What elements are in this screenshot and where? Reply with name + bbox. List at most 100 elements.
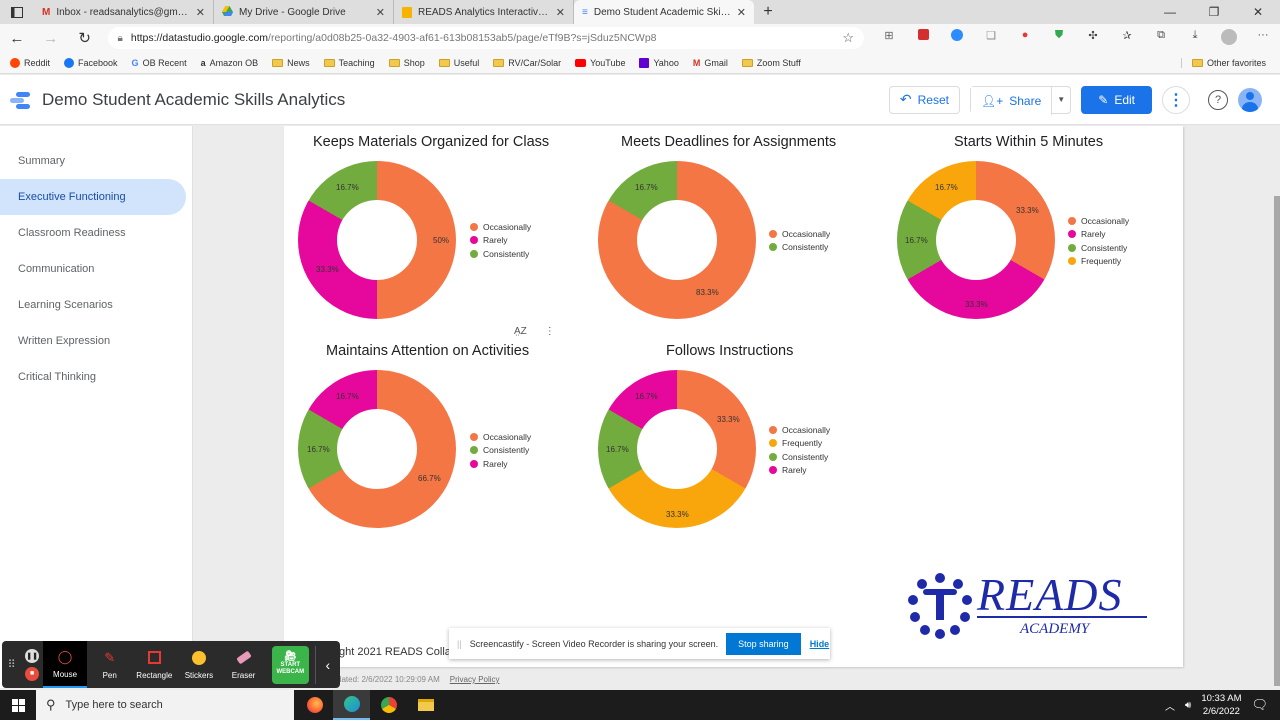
add-favorite-icon[interactable]: ☆ [842, 30, 855, 45]
bookmark-gmail[interactable]: M Gmail [692, 57, 728, 68]
close-icon[interactable]: ✕ [736, 6, 746, 19]
bookmark-zoom-stuff[interactable]: Zoom Stuff [741, 58, 801, 68]
firefox-app[interactable] [296, 690, 333, 720]
bookmark-rv-car-solar[interactable]: RV/Car/Solar [493, 58, 561, 68]
collapse-toolbar-button[interactable]: ‹ [314, 645, 340, 684]
chart-legend: Occasionally Frequently Consistently Rar… [769, 423, 830, 477]
bookmark-shop[interactable]: Shop [388, 58, 425, 68]
tool-rectangle[interactable]: Rectangle [132, 641, 177, 688]
reset-button[interactable]: ↶ Reset [888, 85, 960, 114]
avatar[interactable] [1238, 87, 1262, 112]
bookmark-reddit[interactable]: Reddit [10, 57, 50, 68]
apps-icon[interactable]: ⊞ [884, 29, 894, 42]
notifications-icon[interactable]: 🗨︎ [1251, 697, 1268, 712]
page-scrollbar[interactable] [1274, 196, 1280, 686]
tool-stickers[interactable]: Stickers [177, 641, 222, 688]
minimize-button[interactable]: — [1164, 5, 1176, 19]
windows-icon [11, 698, 25, 712]
extension-red-icon[interactable] [906, 28, 940, 48]
start-button[interactable] [0, 690, 36, 720]
sort-az-icon[interactable]: A̤Z [514, 326, 527, 337]
privacy-policy-link[interactable]: Privacy Policy [449, 675, 500, 684]
bookmark-news[interactable]: News [272, 58, 310, 68]
tool-eraser[interactable]: Eraser [221, 641, 266, 688]
bookmark-facebook[interactable]: Facebook [64, 57, 118, 68]
chart-legend: Occasionally Rarely Consistently [470, 220, 531, 261]
close-icon[interactable]: ✕ [555, 6, 565, 19]
extensions-icon[interactable]: ✣ [1088, 29, 1098, 42]
drag-handle-icon[interactable]: ⠿ [7, 659, 16, 671]
more-options-button[interactable]: ⋮ [1162, 85, 1190, 114]
share-button[interactable]: 👤︎+ Share [970, 86, 1053, 115]
tool-pen[interactable]: ✎ Pen [102, 649, 117, 680]
donut-chart[interactable] [897, 161, 1055, 319]
edit-button[interactable]: ✎ Edit [1081, 85, 1152, 114]
tool-mouse[interactable]: ◯ Mouse [42, 641, 88, 688]
start-webcam-button[interactable]: 🎥︎ START WEBCAM [271, 645, 309, 684]
amazon-icon: a [200, 57, 206, 68]
nav-learning-scenarios[interactable]: Learning Scenarios [18, 299, 113, 311]
show-hidden-icons[interactable]: ︿ [1165, 701, 1176, 713]
screencastify-extension-icon[interactable]: ● [1021, 28, 1029, 41]
favorites-icon[interactable]: ✰ [1122, 29, 1132, 42]
bookmark-youtube[interactable]: YouTube [575, 58, 625, 68]
donut-chart[interactable] [598, 370, 756, 528]
slides-icon [402, 6, 412, 18]
stop-sharing-button[interactable]: Stop sharing [726, 632, 801, 655]
nav-critical-thinking[interactable]: Critical Thinking [18, 371, 97, 383]
zoom-extension-icon[interactable] [940, 28, 974, 48]
forward-button[interactable]: → [43, 29, 59, 47]
restore-button[interactable]: ❐ [1208, 5, 1220, 19]
tab-actions-icon[interactable] [0, 0, 34, 24]
shield-extension-icon[interactable]: ⛊ [1054, 28, 1064, 41]
close-window-button[interactable]: ✕ [1252, 5, 1264, 19]
file-explorer-app[interactable] [407, 690, 444, 720]
stop-button[interactable]: ■ [25, 666, 40, 681]
volume-icon[interactable]: 🔊︎ [1185, 699, 1192, 711]
tab-slides[interactable]: READS Analytics Interactive Broc✕ [394, 0, 574, 24]
nav-classroom-readiness[interactable]: Classroom Readiness [18, 227, 126, 239]
downloads-icon[interactable]: ⤓ [1192, 28, 1198, 41]
profile-icon[interactable] [1212, 28, 1246, 48]
hide-notice-link[interactable]: Hide [809, 638, 830, 649]
yahoo-icon [639, 57, 650, 68]
url-bar[interactable]: 🔒︎ https://datastudio.google.com/reporti… [107, 27, 865, 49]
edge-app[interactable] [333, 690, 370, 720]
bookmark-other-favorites[interactable]: Other favorites [1180, 57, 1266, 68]
close-icon[interactable]: ✕ [195, 6, 205, 19]
collections-icon[interactable]: ⧉ [1157, 28, 1165, 41]
google-icon: G [131, 57, 139, 68]
nav-executive-functioning[interactable]: Executive Functioning [0, 179, 186, 215]
screencastify-toolbar: ⠿ ❚❚ ■ ◯ Mouse ✎ Pen Rectangle Stickers Er… [2, 641, 340, 688]
donut-chart[interactable] [298, 161, 456, 319]
bookmark-yahoo[interactable]: Yahoo [639, 57, 679, 68]
bookmark-amazon-ob[interactable]: a Amazon OB [200, 57, 259, 68]
drag-handle-icon[interactable]: || [457, 638, 462, 649]
donut-chart[interactable] [598, 161, 756, 319]
bookmark-useful[interactable]: Useful [438, 58, 479, 68]
nav-written-expression[interactable]: Written Expression [18, 335, 111, 347]
more-icon[interactable]: ··· [1257, 28, 1269, 41]
donut-chart[interactable] [298, 370, 456, 528]
copy-extension-icon[interactable]: ❏ [986, 29, 996, 42]
clock[interactable]: 10:33 AM 2/6/2022 [1201, 693, 1242, 717]
help-icon[interactable]: ? [1208, 89, 1228, 110]
chart-more-icon[interactable]: ⋮ [544, 326, 555, 337]
taskbar-search[interactable]: ⚲ Type here to search [36, 690, 294, 720]
tab-drive[interactable]: My Drive - Google Drive ✕ [214, 0, 394, 24]
share-dropdown-button[interactable]: ▼ [1057, 95, 1066, 104]
bookmark-teaching[interactable]: Teaching [323, 58, 375, 68]
back-button[interactable]: ← [9, 29, 25, 47]
chrome-app[interactable] [370, 690, 407, 720]
tab-datastudio[interactable]: ≡ Demo Student Academic Skills A ✕ [574, 0, 754, 24]
new-tab-button[interactable]: + [763, 3, 773, 20]
datastudio-logo-icon[interactable] [10, 90, 32, 110]
nav-summary[interactable]: Summary [18, 155, 66, 167]
bookmark-ob-recent[interactable]: G OB Recent [131, 57, 187, 68]
refresh-button[interactable]: ↻ [78, 30, 91, 47]
nav-communication[interactable]: Communication [18, 263, 95, 275]
pause-button[interactable]: ❚❚ [25, 648, 40, 663]
close-icon[interactable]: ✕ [375, 6, 385, 19]
